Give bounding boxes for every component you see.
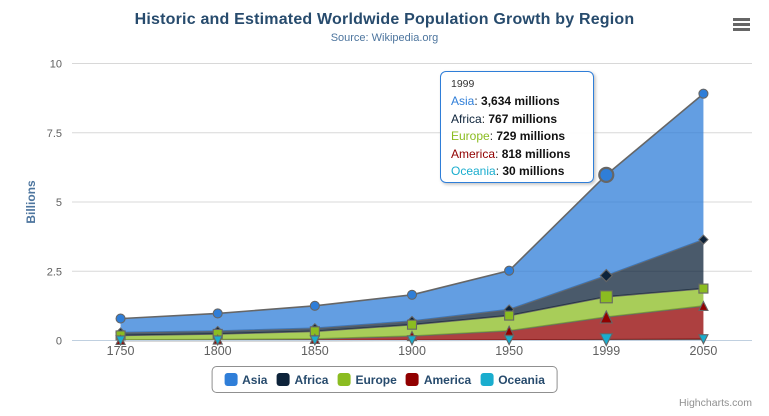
tooltip-series-value: 3,634 millions [481, 94, 560, 108]
y-axis-label: 0 [56, 336, 62, 348]
tooltip-row-africa: Africa: 767 millions [451, 111, 558, 126]
credits-link[interactable]: Highcharts.com [679, 397, 752, 409]
tooltip-series-value: 729 millions [496, 129, 566, 143]
legend-label: America [423, 372, 472, 387]
tooltip-rows: Asia: 3,634 millions Africa: 767 millions… [451, 93, 583, 181]
point-marker-triangle-down[interactable] [115, 335, 126, 347]
tooltip-series-value: 30 millions [502, 164, 565, 178]
y-axis-label: 2.5 [47, 266, 62, 278]
x-axis-label: 1999 [592, 344, 620, 358]
legend: Asia Africa Europe America Oceania [211, 366, 558, 393]
legend-label: Oceania [498, 372, 545, 387]
tooltip-series-value: 818 millions [501, 146, 571, 161]
x-axis-label: 1950 [495, 344, 523, 358]
tooltip-series-name: Oceania [451, 164, 496, 178]
legend-swatch-icon [337, 373, 351, 386]
point-marker-triangle[interactable] [599, 309, 614, 324]
x-axis-label: 1850 [301, 344, 329, 358]
legend-item-america[interactable]: America [405, 372, 472, 387]
point-marker-circle[interactable] [504, 265, 515, 276]
tooltip-row-oceania: Oceania: 30 millions [451, 164, 565, 178]
hamburger-menu-icon [733, 18, 750, 21]
tooltip: 1999 Asia: 3,634 millions Africa: 767 mil… [440, 71, 594, 183]
legend-label: Asia [242, 372, 268, 387]
point-marker-circle[interactable] [115, 313, 126, 324]
legend-swatch-icon [224, 373, 238, 386]
area-asia[interactable] [120, 93, 704, 333]
point-marker-triangle-down[interactable] [212, 335, 224, 347]
tooltip-series-name: Europe [451, 129, 490, 143]
legend-item-oceania[interactable]: Oceania [480, 373, 545, 387]
context-menu-button[interactable] [733, 18, 750, 31]
legend-label: Europe [355, 372, 397, 387]
point-marker-circle[interactable] [598, 166, 615, 184]
legend-item-asia[interactable]: Asia [224, 373, 267, 387]
point-marker-square[interactable] [698, 283, 709, 294]
tooltip-row-europe: Europe: 729 millions [451, 129, 566, 143]
tooltip-header: 1999 [451, 78, 475, 90]
point-marker-circle[interactable] [309, 300, 320, 311]
point-marker-diamond[interactable] [599, 268, 614, 283]
y-axis-label: 10 [50, 59, 62, 71]
legend-item-africa[interactable]: Africa [276, 373, 328, 387]
y-axis-label: 5 [56, 197, 62, 209]
legend-swatch-icon [276, 373, 290, 386]
chart-title: Historic and Estimated Worldwide Populat… [134, 11, 635, 28]
point-marker-square[interactable] [599, 290, 613, 304]
point-marker-triangle-down[interactable] [406, 335, 418, 347]
point-marker-triangle-down[interactable] [309, 335, 321, 347]
point-marker-triangle[interactable] [698, 300, 709, 312]
point-marker-square[interactable] [406, 319, 418, 330]
point-marker-circle[interactable] [212, 308, 223, 319]
x-axis-label: 1900 [398, 344, 426, 358]
tooltip-row-america: America: 818 millions [451, 146, 571, 161]
point-marker-diamond[interactable] [698, 234, 709, 245]
x-axis-label: 2050 [690, 344, 718, 358]
y-axis-label: 7.5 [47, 128, 62, 140]
legend-swatch-icon [480, 373, 494, 386]
point-marker-triangle-down[interactable] [698, 334, 709, 345]
hamburger-menu-icon [733, 28, 750, 31]
point-marker-circle[interactable] [406, 289, 418, 300]
tooltip-series-name: Asia [451, 94, 475, 108]
point-marker-circle[interactable] [698, 88, 709, 99]
legend-label: Africa [294, 372, 329, 387]
area-america[interactable] [120, 305, 704, 341]
tooltip-series-name: Africa [451, 111, 482, 126]
y-axis-title: Billions [24, 180, 38, 224]
legend-swatch-icon [405, 373, 419, 386]
point-marker-triangle-down[interactable] [599, 333, 614, 347]
point-marker-square[interactable] [504, 310, 515, 321]
tooltip-series-value: 767 millions [488, 111, 558, 126]
x-axis-label: 1800 [204, 344, 232, 358]
chart-subtitle: Source: Wikipedia.org [330, 32, 439, 44]
hamburger-menu-icon [733, 23, 750, 26]
x-axis-label: 1750 [107, 344, 135, 358]
point-marker-triangle-down[interactable] [503, 335, 515, 346]
tooltip-row-asia: Asia: 3,634 millions [451, 94, 560, 108]
tooltip-series-name: America [451, 146, 496, 161]
area-africa[interactable] [120, 239, 704, 336]
legend-item-europe[interactable]: Europe [337, 372, 397, 387]
